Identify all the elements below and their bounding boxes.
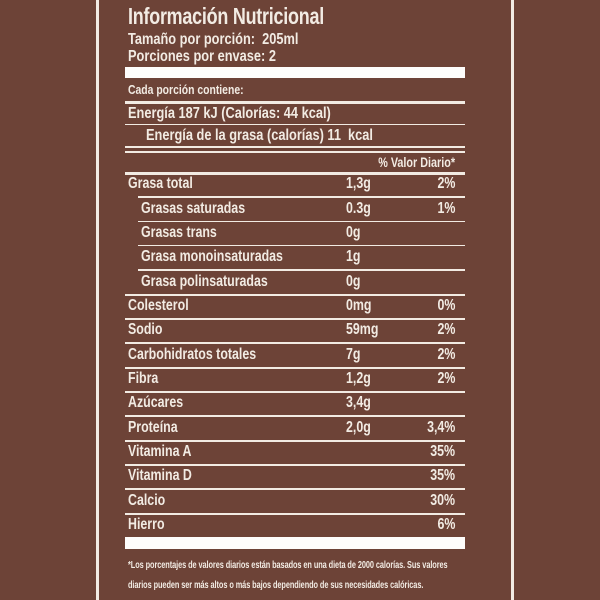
divider-bar-bottom xyxy=(125,537,465,549)
page-title: Información Nutricional xyxy=(128,3,324,29)
nutrient-label: Grasa total xyxy=(128,175,193,193)
nutrient-amount: 0g xyxy=(346,223,361,241)
double-rule-bottom xyxy=(125,150,465,153)
nutrient-label: Sodio xyxy=(128,321,163,339)
nutrient-dv: 6% xyxy=(437,515,455,533)
nutrient-amount: 59mg xyxy=(346,321,379,339)
nutrient-row: Grasa polinsaturadas 0g xyxy=(125,269,465,293)
nutrient-amount: 7g xyxy=(346,345,361,363)
nutrient-label: Carbohidratos totales xyxy=(128,345,257,363)
energy-line: Energía 187 kJ (Calorías: 44 kcal) xyxy=(128,105,331,122)
left-border-line xyxy=(96,0,99,600)
nutrient-amount: 0mg xyxy=(346,296,372,314)
divider-bar-top xyxy=(125,66,465,78)
contains-label: Cada porción contiene: xyxy=(128,82,244,97)
nutrient-amount: 3,4g xyxy=(346,394,371,412)
nutrient-amount: 1g xyxy=(346,248,361,266)
footnote-text: *Los porcentajes de valores diarios está… xyxy=(128,559,448,591)
nutrient-row: Hierro 6% xyxy=(125,512,465,537)
nutrient-row: Fibra 1,2g 2% xyxy=(125,366,465,391)
nutrient-label: Vitamina D xyxy=(128,467,192,485)
nutrient-row: Grasas saturadas 0.3g 1% xyxy=(125,196,465,220)
nutrient-label: Grasas saturadas xyxy=(141,199,246,217)
nutrient-row: Carbohidratos totales 7g 2% xyxy=(125,342,465,366)
nutrient-row: Colesterol 0mg 0% xyxy=(125,293,465,318)
nutrient-label: Calcio xyxy=(128,491,166,509)
nutrient-amount: 1,3g xyxy=(346,175,371,193)
nutrient-dv: 2% xyxy=(437,369,455,387)
serving-size-text: Tamaño por porción: 205ml xyxy=(128,31,299,48)
nutrient-label: Azúcares xyxy=(128,394,184,412)
nutrient-dv: 35% xyxy=(430,467,455,485)
nutrient-label: Grasa polinsaturadas xyxy=(141,272,268,290)
rule-under-contains xyxy=(125,101,465,104)
nutrient-dv: 2% xyxy=(437,321,455,339)
nutrient-label: Vitamina A xyxy=(128,442,192,460)
thin-rule xyxy=(125,124,465,126)
nutrient-row: Grasa monoinsaturadas 1g xyxy=(125,245,465,269)
nutrient-row: Sodio 59mg 2% xyxy=(125,318,465,342)
nutrient-row: Vitamina D 35% xyxy=(125,464,465,488)
nutrient-amount: 1,2g xyxy=(346,369,371,387)
nutrient-label: Proteína xyxy=(128,418,178,436)
nutrients-table: Grasa total 1,3g 2% Grasas saturadas 0.3… xyxy=(125,172,465,537)
servings-per-container-text: Porciones por envase: 2 xyxy=(128,48,276,65)
nutrient-dv: 30% xyxy=(430,491,455,509)
nutrient-amount: 0.3g xyxy=(346,199,371,217)
nutrient-dv: 1% xyxy=(437,199,455,217)
nutrient-dv: 2% xyxy=(437,175,455,193)
nutrient-row: Vitamina A 35% xyxy=(125,439,465,464)
daily-value-header: % Valor Diario* xyxy=(378,155,455,170)
nutrient-label: Grasa monoinsaturadas xyxy=(141,248,283,266)
nutrient-amount: 2,0g xyxy=(346,418,371,436)
energy-from-fat-line: Energía de la grasa (calorías) 11 kcal xyxy=(146,127,373,144)
nutrient-label: Hierro xyxy=(128,515,165,533)
nutrient-row: Grasas trans 0g xyxy=(125,220,465,245)
nutrient-dv: 3,4% xyxy=(426,418,455,436)
label-panel: Información Nutricional Tamaño por porci… xyxy=(125,0,465,600)
nutrient-row: Proteína 2,0g 3,4% xyxy=(125,415,465,439)
nutrient-row: Grasa total 1,3g 2% xyxy=(125,172,465,196)
nutrient-row: Azúcares 3,4g xyxy=(125,391,465,415)
double-rule-top xyxy=(125,146,465,149)
nutrient-amount: 0g xyxy=(346,272,361,290)
nutrient-label: Colesterol xyxy=(128,296,189,314)
nutrient-label: Fibra xyxy=(128,369,159,387)
right-border-line xyxy=(511,0,514,600)
nutrient-row: Calcio 30% xyxy=(125,488,465,512)
nutrient-dv: 2% xyxy=(437,345,455,363)
nutrient-dv: 0% xyxy=(437,296,455,314)
nutrient-dv: 35% xyxy=(430,442,455,460)
nutrient-label: Grasas trans xyxy=(141,223,217,241)
